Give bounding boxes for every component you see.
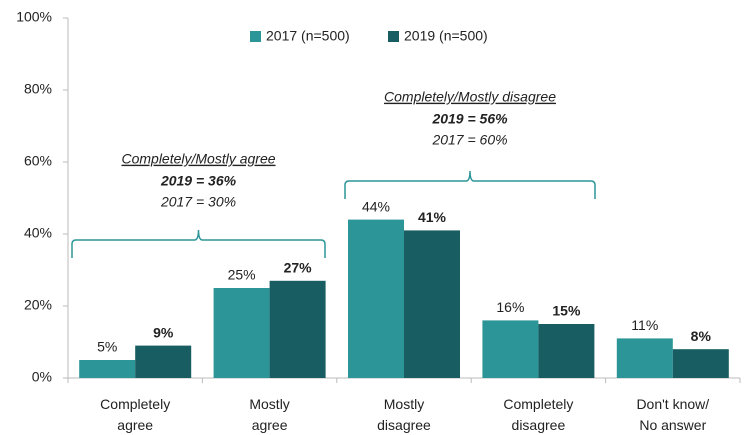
annotation-title: Completely/Mostly agree	[121, 151, 275, 167]
bar	[269, 280, 326, 378]
data-label: 8%	[691, 328, 712, 344]
annotation-title: Completely/Mostly disagree	[384, 89, 556, 105]
bar	[79, 360, 136, 378]
legend-label: 2019 (n=500)	[404, 28, 488, 44]
bracket	[71, 229, 326, 258]
annotation-bold: 2019 = 36%	[160, 173, 237, 189]
annotation-bold: 2019 = 56%	[431, 111, 508, 127]
x-tick-label: Don't know/ No answer	[636, 396, 710, 433]
x-tick-label: Completely agree	[100, 396, 171, 433]
x-tick-label: Mostly agree	[249, 396, 290, 433]
data-label: 5%	[97, 339, 117, 355]
data-label: 9%	[153, 324, 174, 340]
annotation-sub: 2017 = 60%	[431, 132, 507, 148]
data-label: 44%	[362, 198, 390, 214]
bar	[616, 338, 673, 378]
legend-label: 2017 (n=500)	[266, 28, 350, 44]
x-tick-label: Mostly disagree	[377, 396, 431, 433]
bar	[135, 345, 192, 378]
legend-swatch	[388, 31, 399, 42]
bar	[213, 288, 270, 378]
data-label: 15%	[552, 303, 581, 319]
y-tick-label: 80%	[24, 81, 52, 97]
data-label: 27%	[284, 260, 313, 276]
data-label: 11%	[631, 317, 658, 333]
y-tick-label: 100%	[16, 9, 52, 25]
bar	[348, 219, 404, 378]
bar	[482, 320, 539, 378]
x-tick-label: Completely disagree	[503, 396, 574, 433]
annotation-sub: 2017 = 30%	[160, 194, 236, 210]
y-tick-label: 20%	[24, 297, 52, 313]
data-label: 41%	[418, 209, 447, 225]
legend-swatch	[250, 31, 261, 42]
data-label: 25%	[228, 267, 256, 283]
bracket	[344, 170, 596, 199]
y-tick-label: 0%	[32, 369, 52, 385]
bar	[404, 230, 460, 378]
bar	[538, 324, 595, 378]
data-label: 16%	[496, 299, 524, 315]
y-tick-label: 60%	[24, 153, 52, 169]
bar	[672, 349, 729, 378]
y-tick-label: 40%	[24, 225, 52, 241]
